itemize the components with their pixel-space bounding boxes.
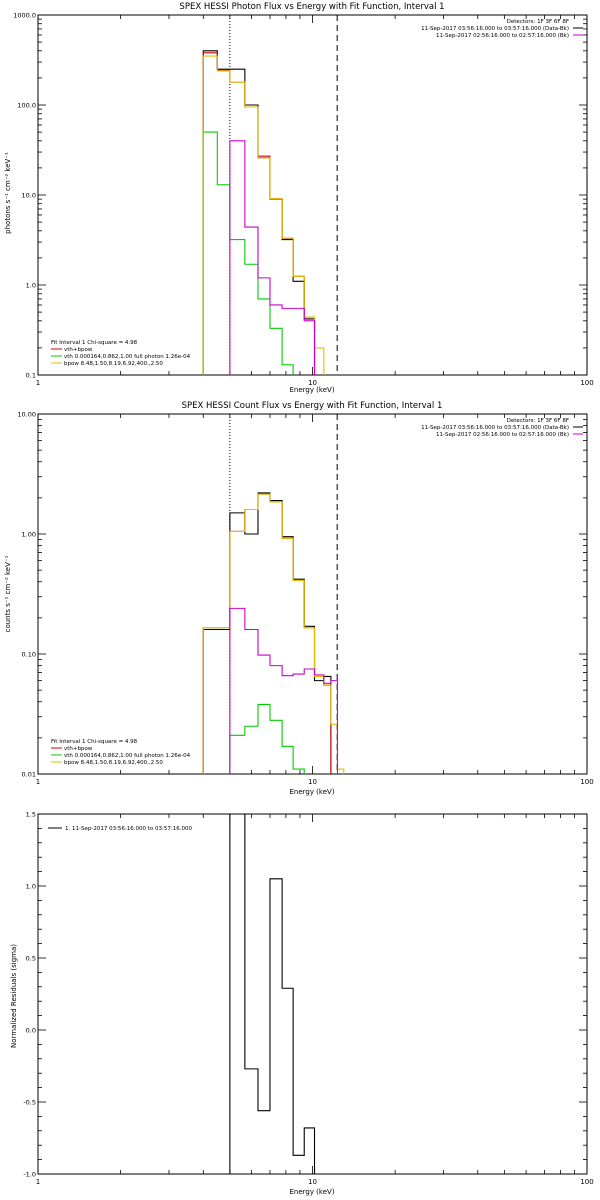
photon-flux-bpow-series bbox=[202, 55, 325, 375]
photon-flux-fit-legend-entry: vth+bpow bbox=[64, 347, 93, 353]
photon-flux-panel: SPEX HESSI Photon Flux vs Energy with Fi… bbox=[4, 2, 594, 394]
residuals-x-tick-label: 100 bbox=[580, 1178, 593, 1186]
count-flux-x-tick-label: 10 bbox=[308, 778, 317, 786]
photon-flux-fit-legend-entry: vth 0.000164,0.862,1.00 full photon 1.26… bbox=[64, 354, 191, 360]
photon-flux-fit-legend-entry: Fit Interval 1 Chi-square = 4.98 bbox=[51, 340, 138, 346]
residuals-y-tick-label: 1.0 bbox=[26, 883, 36, 891]
photon-flux-vth-series bbox=[202, 131, 305, 375]
count-flux-panel: SPEX HESSI Count Flux vs Energy with Fit… bbox=[4, 401, 594, 796]
photon-flux-legend-entry: 11-Sep-2017 02:56:16.000 to 02:57:16.000… bbox=[436, 33, 569, 39]
photon-flux-y-axis-label: photons s⁻¹ cm⁻² keV⁻¹ bbox=[4, 152, 12, 234]
residuals-y-axis-label: Normalized Residuals (sigma) bbox=[10, 944, 18, 1048]
count-flux-y-tick-label: 1.00 bbox=[22, 531, 36, 539]
count-flux-legend-entry: 11-Sep-2017 02:56:16.000 to 02:57:16.000… bbox=[436, 432, 569, 438]
count-flux-bpow-series bbox=[202, 493, 345, 774]
count-flux-x-axis-label: Energy (keV) bbox=[289, 788, 334, 796]
photon-flux-title: SPEX HESSI Photon Flux vs Energy with Fi… bbox=[179, 2, 444, 12]
photon-flux-y-tick-label: 10.0 bbox=[22, 192, 36, 200]
count-flux-y-axis-label: counts s⁻¹ cm⁻² keV⁻¹ bbox=[4, 555, 12, 632]
residuals-panel: Energy (keV) Normalized Residuals (sigma… bbox=[10, 811, 594, 1197]
photon-flux-x-axis-label: Energy (keV) bbox=[289, 386, 334, 394]
photon-flux-y-tick-label: 0.1 bbox=[26, 372, 36, 380]
count-flux-fit-legend-entry: vth 0.000164,0.862,1.00 full photon 1.26… bbox=[64, 753, 191, 759]
residuals-y-tick-label: -0.5 bbox=[23, 1099, 36, 1107]
count-flux-fit-legend-entry: vth+bpow bbox=[64, 746, 93, 752]
count-flux-legend-entry: Detectors: 1F 3F 6F 8F bbox=[507, 418, 569, 424]
count-flux-fit-legend-entry: bpow 8.48,1.50,8.19,6.92,400.,2.50 bbox=[64, 760, 163, 766]
count-flux-y-tick-label: 0.01 bbox=[22, 771, 36, 779]
photon-flux-background-series bbox=[229, 140, 316, 375]
count-flux-vth-series bbox=[229, 703, 305, 774]
photon-flux-x-tick-label: 1 bbox=[36, 379, 40, 387]
residuals-legend-entry: 1. 11-Sep-2017 03:56:16.000 to 03:57:16.… bbox=[65, 826, 192, 832]
residuals-residuals-series bbox=[229, 814, 316, 1174]
residuals-x-tick-label: 1 bbox=[36, 1178, 40, 1186]
count-flux-legend-entry: 11-Sep-2017 03:56:16.000 to 03:57:16.000… bbox=[421, 425, 569, 431]
photon-flux-x-tick-label: 10 bbox=[308, 379, 317, 387]
photon-flux-x-tick-label: 100 bbox=[580, 379, 593, 387]
residuals-x-tick-label: 10 bbox=[308, 1178, 317, 1186]
residuals-y-tick-label: 0.5 bbox=[26, 955, 36, 963]
photon-flux-y-tick-label: 100.0 bbox=[17, 102, 36, 110]
count-flux-x-tick-label: 1 bbox=[36, 778, 40, 786]
residuals-y-tick-label: 1.5 bbox=[26, 811, 36, 819]
residuals-y-tick-label: 0.0 bbox=[26, 1027, 36, 1035]
photon-flux-fit-legend-entry: bpow 8.48,1.50,8.19,6.92,400.,2.50 bbox=[64, 361, 163, 367]
count-flux-y-tick-label: 10.00 bbox=[17, 411, 36, 419]
photon-flux-legend-entry: Detectors: 1F 3F 6F 8F bbox=[507, 19, 569, 25]
photon-flux-y-tick-label: 1.0 bbox=[26, 282, 36, 290]
count-flux-background-series bbox=[229, 607, 339, 774]
count-flux-y-tick-label: 0.10 bbox=[22, 651, 36, 659]
photon-flux-legend-entry: 11-Sep-2017 03:56:16.000 to 03:57:16.000… bbox=[421, 26, 569, 32]
residuals-y-tick-label: -1.0 bbox=[23, 1171, 36, 1179]
photon-flux-y-tick-label: 1000.0 bbox=[13, 12, 36, 20]
residuals-x-axis-label: Energy (keV) bbox=[289, 1188, 334, 1196]
count-flux-title: SPEX HESSI Count Flux vs Energy with Fit… bbox=[182, 401, 443, 411]
count-flux-fit-legend-entry: Fit Interval 1 Chi-square = 4.98 bbox=[51, 739, 138, 745]
count-flux-x-tick-label: 100 bbox=[580, 778, 593, 786]
